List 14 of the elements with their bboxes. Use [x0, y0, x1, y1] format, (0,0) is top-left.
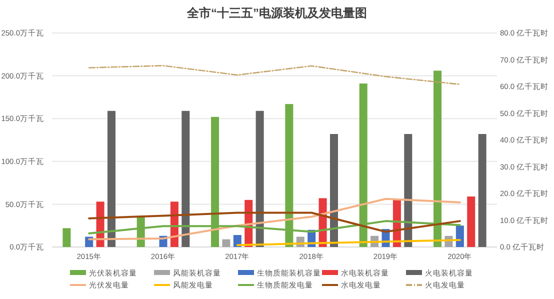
line-series	[88, 212, 461, 233]
bar	[404, 134, 412, 247]
bar	[467, 196, 476, 247]
bar	[330, 134, 338, 247]
bar	[107, 110, 116, 247]
bar	[182, 110, 190, 247]
bar	[62, 228, 71, 247]
bar	[222, 239, 230, 247]
chart-title: 全市“十三五”电源装机及发电量图	[186, 6, 367, 20]
line-series	[88, 64, 461, 86]
bar	[478, 134, 486, 247]
bar	[456, 226, 464, 247]
line-series	[88, 198, 461, 240]
bar	[256, 110, 264, 247]
